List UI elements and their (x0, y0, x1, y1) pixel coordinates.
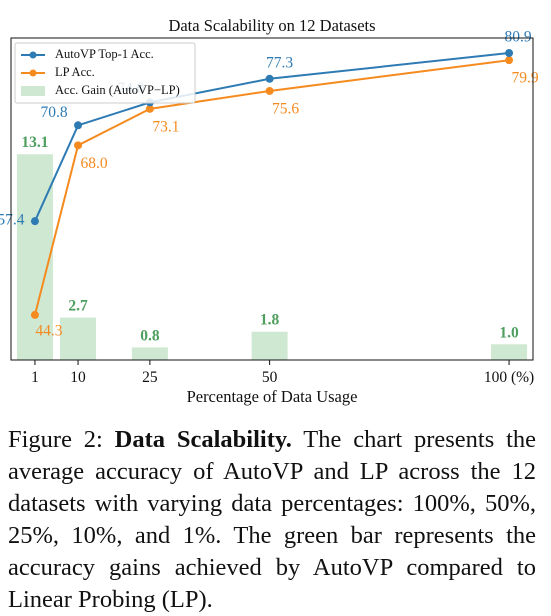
legend-gain-label: Acc. Gain (AutoVP−LP) (55, 83, 180, 97)
lp-line-point (30, 310, 39, 319)
autovp-data-label: 70.8 (40, 104, 67, 121)
caption-title: Data Scalability. (114, 426, 292, 453)
caption-label: Figure 2: (8, 426, 103, 453)
autovp-line-point (505, 49, 514, 58)
gain-bar-label: 13.1 (21, 134, 48, 151)
lp-data-label: 79.9 (511, 70, 538, 87)
autovp-data-label: 77.3 (266, 54, 293, 71)
chart-title: Data Scalability on 12 Datasets (168, 16, 375, 35)
x-axis-label: Percentage of Data Usage (187, 387, 358, 406)
lp-data-label: 68.0 (80, 155, 107, 172)
x-tick-label: 10 (70, 369, 86, 386)
lp-line-point (74, 141, 83, 150)
gain-bar (131, 347, 168, 360)
legend-autovp-label: AutoVP Top-1 Acc. (55, 47, 154, 61)
lp-line-point (265, 86, 274, 95)
autovp-line-point (30, 217, 39, 226)
x-tick-label: 50 (262, 369, 278, 386)
legend-box (14, 42, 196, 104)
legend-lp-label: LP Acc. (55, 65, 95, 79)
gain-bar-label: 1.8 (260, 312, 280, 329)
autovp-line-point (74, 121, 83, 130)
legend-gain-swatch (21, 86, 45, 96)
gain-bar (491, 344, 528, 360)
lp-line-point (145, 104, 154, 113)
gain-bar-label: 1.0 (499, 324, 519, 341)
chart-svg: Data Scalability on 12 Datasets 13.1 2.7 0.… (0, 16, 539, 406)
gain-bar-label: 0.8 (140, 327, 160, 344)
autovp-data-label: 57.4 (0, 212, 25, 229)
legend-autovp-marker (29, 51, 37, 59)
chart-figure: Data Scalability on 12 Datasets 13.1 2.7 0.… (0, 16, 539, 406)
legend-lp-marker (29, 69, 37, 77)
gain-bar (60, 317, 97, 360)
x-tick-label: 1 (31, 369, 39, 386)
gain-bar (251, 331, 288, 360)
lp-data-label: 44.3 (35, 322, 62, 339)
caption-text: The chart presents the average accuracy … (8, 426, 537, 613)
gain-bar-label: 2.7 (68, 298, 88, 315)
plot-frame (10, 37, 534, 361)
lp-line-point (505, 56, 514, 65)
lp-data-label: 73.1 (152, 118, 179, 135)
lp-data-label: 75.6 (272, 101, 299, 118)
x-tick-label: 25 (142, 369, 158, 386)
x-tick-label: 100 (%) (484, 369, 534, 386)
gain-bar (16, 154, 53, 360)
autovp-data-label: 80.9 (504, 29, 531, 46)
autovp-line-point (265, 74, 274, 83)
figure-caption: Figure 2: Data Scalability. The chart pr… (8, 424, 536, 616)
